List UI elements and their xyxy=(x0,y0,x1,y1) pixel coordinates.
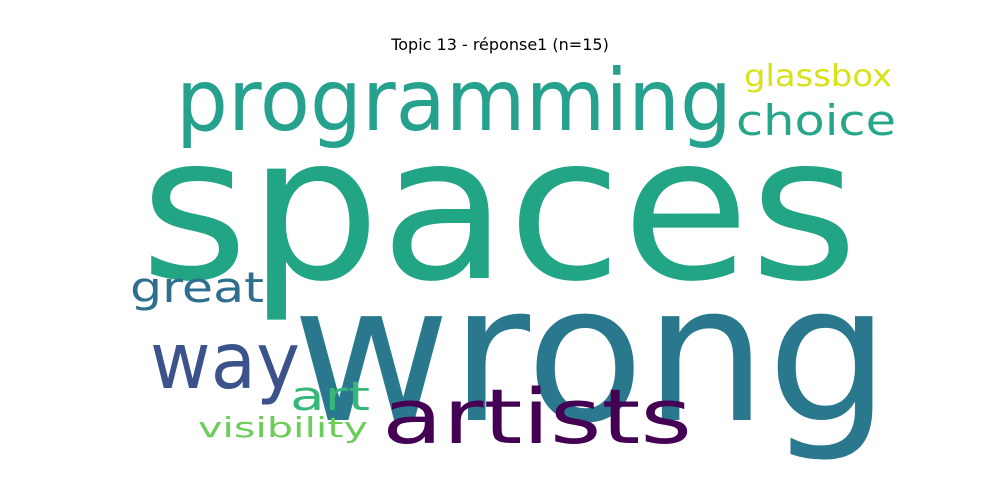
word-artists: artists xyxy=(382,372,692,461)
word-glassbox: glassbox xyxy=(744,59,892,94)
word-choice: choice xyxy=(736,96,896,145)
word-wrong: wrong xyxy=(292,244,890,465)
word-art: art xyxy=(290,374,370,420)
word-visibility: visibility xyxy=(198,411,368,444)
word-great: great xyxy=(130,263,264,312)
cloud-title: Topic 13 - réponse1 (n=15) xyxy=(391,35,609,54)
word-programming: programming xyxy=(176,51,732,151)
word-spaces: spaces xyxy=(140,93,858,326)
word-way: way xyxy=(150,317,300,407)
